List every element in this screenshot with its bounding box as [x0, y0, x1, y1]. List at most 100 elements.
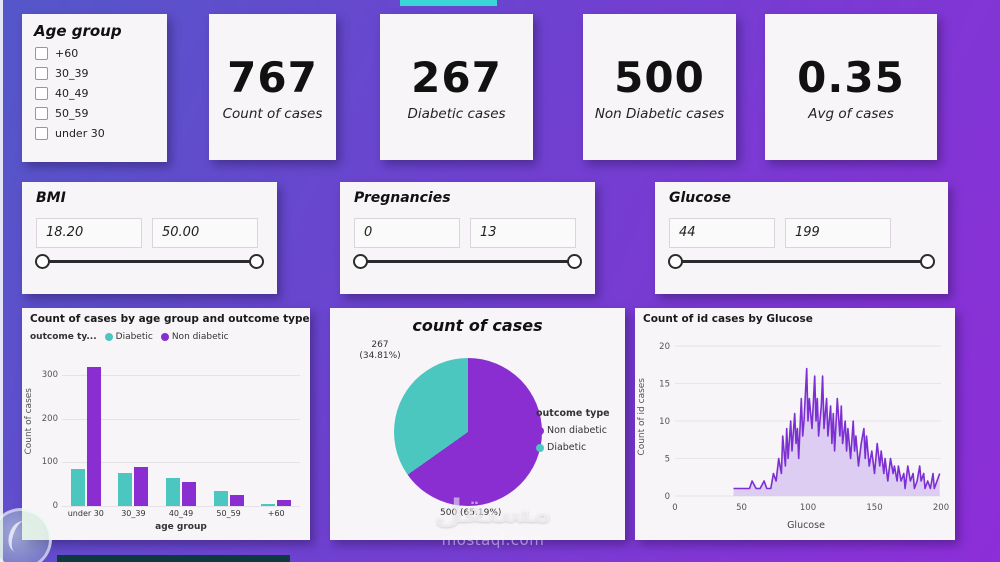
pregnancies-max-input[interactable]: 13: [470, 218, 576, 248]
bar-non-diabetic-30_39[interactable]: [134, 466, 149, 506]
age-group-filter-title: Age group: [34, 22, 122, 40]
kpi-label: Non Diabetic cases: [594, 105, 725, 122]
kpi-non-diabetic-cases: 500 Non Diabetic cases: [583, 14, 736, 160]
bar-diabetic-40_49[interactable]: [166, 477, 180, 506]
svg-text:200: 200: [933, 503, 949, 513]
glucose-slider-handle-min[interactable]: [668, 254, 683, 269]
pregnancies-slicer-title: Pregnancies: [354, 190, 451, 206]
gridline: [62, 506, 300, 507]
diabetic-slice-label: 267 (34.81%): [359, 340, 401, 362]
age-option-40-49[interactable]: 40_49: [35, 87, 154, 100]
svg-text:0: 0: [672, 503, 677, 513]
pregnancies-slider-track[interactable]: [353, 254, 582, 269]
pie-chart-legend: outcome type Non diabetic Diabetic: [536, 408, 610, 459]
glucose-slider-handle-max[interactable]: [920, 254, 935, 269]
pie-chart-card: count of cases 267 (34.81%) 500 (65.19%)…: [330, 308, 625, 540]
age-option-30-39[interactable]: 30_39: [35, 67, 154, 80]
diabetic-legend-dot-icon: [536, 443, 544, 452]
bar-non-diabetic-50_59[interactable]: [229, 495, 244, 506]
age-option-label: 30_39: [55, 67, 89, 80]
glucose-max-input[interactable]: 199: [785, 218, 891, 248]
legend-item-diabetic[interactable]: Diabetic: [536, 442, 610, 453]
svg-text:50: 50: [736, 503, 747, 513]
glucose-slicer-panel: Glucose 44 199: [655, 182, 948, 294]
kpi-value: 767: [227, 52, 318, 102]
top-accent-strip: [400, 0, 497, 6]
checkbox-icon[interactable]: [35, 107, 48, 120]
bar-non-diabetic-+60[interactable]: [277, 499, 292, 506]
kpi-value: 267: [411, 52, 502, 102]
pregnancies-slider-handle-max[interactable]: [567, 254, 582, 269]
checkbox-icon[interactable]: [35, 127, 48, 140]
bmi-max-input[interactable]: 50.00: [152, 218, 258, 248]
age-option-label: +60: [55, 47, 79, 60]
bar-chart-card: Count of cases by age group and outcome …: [22, 308, 310, 540]
legend-title: outcome ty...: [30, 332, 97, 342]
bmi-slider-track[interactable]: [35, 254, 264, 269]
bmi-slicer-panel: BMI 18.20 50.00: [22, 182, 277, 294]
y-axis-tick-label: 200: [41, 413, 58, 424]
legend-item-diabetic[interactable]: Diabetic: [104, 332, 153, 342]
x-axis-category-label: 40_49: [168, 509, 194, 518]
bar-non-diabetic-under-30[interactable]: [86, 366, 101, 506]
legend-label: Diabetic: [115, 332, 153, 342]
legend-item-non-diabetic[interactable]: Non diabetic: [536, 425, 610, 436]
svg-text:5: 5: [665, 455, 670, 465]
glucose-min-input[interactable]: 44: [669, 218, 775, 248]
age-option-50-59[interactable]: 50_59: [35, 107, 154, 120]
svg-text:10: 10: [659, 417, 670, 427]
glucose-slider-track[interactable]: [668, 254, 935, 269]
legend-label: Non diabetic: [547, 425, 607, 436]
bmi-slicer-title: BMI: [36, 190, 66, 206]
checkbox-icon[interactable]: [35, 67, 48, 80]
y-axis-tick-label: 0: [52, 501, 58, 511]
non-diabetic-legend-dot-icon: [536, 426, 544, 435]
bar-chart-legend: outcome ty... Diabetic Non diabetic: [30, 332, 229, 342]
legend-label: Diabetic: [547, 442, 587, 453]
bar-diabetic-50_59[interactable]: [213, 490, 228, 506]
kpi-value: 0.35: [797, 52, 905, 102]
bmi-min-input[interactable]: 18.20: [36, 218, 142, 248]
glucose-slicer-title: Glucose: [669, 190, 732, 206]
mostaql-logo: [0, 508, 52, 562]
kpi-avg-of-cases: 0.35 Avg of cases: [765, 14, 937, 160]
gridline: [62, 462, 300, 464]
bmi-slider-handle-min[interactable]: [35, 254, 50, 269]
legend-item-non-diabetic[interactable]: Non diabetic: [160, 332, 229, 342]
bar-plot: 0 100 200 300 under 30 30_39 40_49 50_59 +60: [42, 358, 300, 518]
svg-text:100: 100: [800, 503, 816, 513]
x-axis-category-label: 50_59: [216, 509, 241, 518]
non-diabetic-legend-dot-icon: [160, 333, 169, 341]
bmi-slider-handle-max[interactable]: [249, 254, 264, 269]
checkbox-icon[interactable]: [35, 87, 48, 100]
age-option-under30[interactable]: under 30: [35, 127, 154, 140]
histogram-title: Count of id cases by Glucose: [643, 313, 813, 325]
left-edge-highlight: [0, 0, 3, 562]
age-group-filter-panel: Age group +60 30_39 40_49 50_59 under 30: [22, 14, 167, 162]
bar-diabetic-+60[interactable]: [261, 503, 276, 506]
gridline: [62, 375, 300, 377]
y-axis-tick-label: 100: [41, 457, 58, 468]
checkbox-icon[interactable]: [35, 47, 48, 60]
pie[interactable]: [394, 358, 542, 506]
bar-chart-title: Count of cases by age group and outcome …: [30, 313, 310, 325]
pregnancies-min-input[interactable]: 0: [354, 218, 460, 248]
bar-non-diabetic-40_49[interactable]: [182, 482, 196, 506]
bottom-dark-strip: [57, 555, 290, 562]
bar-diabetic-under-30[interactable]: [70, 469, 85, 506]
x-axis-category-label: 30_39: [121, 509, 146, 518]
legend-label: Non diabetic: [171, 332, 229, 342]
kpi-label: Diabetic cases: [407, 105, 506, 122]
x-axis-category-label: under 30: [67, 509, 104, 518]
svg-text:150: 150: [866, 503, 882, 513]
bar-diabetic-30_39[interactable]: [118, 473, 133, 506]
diabetic-legend-dot-icon: [104, 333, 113, 341]
y-axis-tick-label: 300: [41, 370, 58, 381]
pregnancies-slider-handle-min[interactable]: [353, 254, 368, 269]
kpi-value: 500: [614, 52, 705, 102]
age-option-label: 40_49: [55, 87, 89, 100]
x-axis-category-label: +60: [267, 509, 285, 518]
age-option-plus60[interactable]: +60: [35, 47, 154, 60]
